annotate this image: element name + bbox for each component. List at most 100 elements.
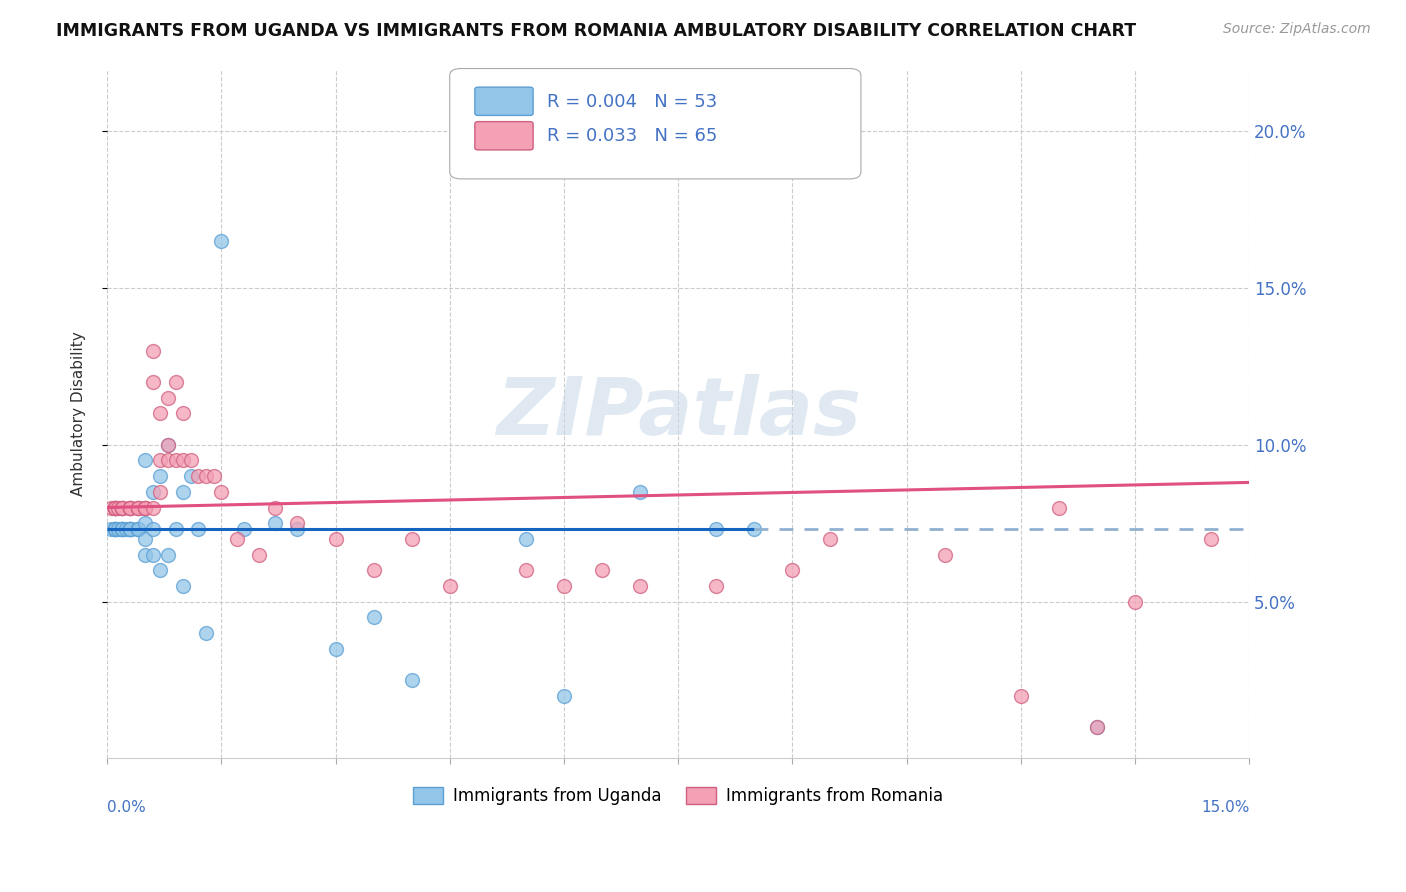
Point (287, 523, 309, 537)
Point (187, 469, 209, 483)
Point (704, 523, 727, 537)
Point (195, 626, 218, 640)
Point (127, 500, 149, 515)
Point (118, 500, 141, 515)
Point (142, 343, 165, 358)
Point (165, 453, 187, 467)
Point (127, 500, 149, 515)
Point (134, 500, 156, 515)
Point (118, 523, 141, 537)
Point (165, 375, 187, 389)
Point (104, 500, 127, 515)
Point (104, 523, 127, 537)
Point (118, 500, 141, 515)
Point (287, 516, 309, 531)
Point (115, 523, 138, 537)
Point (1047, 500, 1070, 515)
Point (142, 523, 165, 537)
Text: IMMIGRANTS FROM UGANDA VS IMMIGRANTS FROM ROMANIA AMBULATORY DISABILITY CORRELAT: IMMIGRANTS FROM UGANDA VS IMMIGRANTS FRO… (56, 22, 1136, 40)
Point (118, 523, 141, 537)
Point (111, 523, 134, 537)
Text: 0.0%: 0.0% (107, 800, 146, 814)
Point (149, 406, 172, 420)
Point (134, 532, 156, 546)
Point (118, 523, 141, 537)
Point (127, 500, 149, 515)
Point (325, 532, 347, 546)
Point (118, 523, 141, 537)
Point (209, 484, 232, 499)
Point (156, 438, 179, 452)
Point (104, 523, 127, 537)
Point (107, 500, 129, 515)
Point (127, 523, 149, 537)
Point (142, 484, 165, 499)
Point (118, 523, 141, 537)
Point (325, 641, 347, 656)
Point (111, 500, 134, 515)
Point (134, 548, 156, 562)
Point (165, 523, 187, 537)
Point (118, 500, 141, 515)
Text: R = 0.033   N = 65: R = 0.033 N = 65 (547, 128, 717, 145)
Point (118, 500, 141, 515)
Point (118, 523, 141, 537)
Legend: Immigrants from Uganda, Immigrants from Romania: Immigrants from Uganda, Immigrants from … (406, 780, 950, 812)
Point (180, 469, 202, 483)
Point (553, 579, 575, 593)
Point (134, 500, 156, 515)
Point (363, 563, 385, 577)
Point (225, 532, 247, 546)
Point (515, 563, 537, 577)
Point (127, 523, 149, 537)
Point (515, 532, 537, 546)
Point (172, 484, 194, 499)
Point (134, 516, 156, 531)
Point (111, 523, 134, 537)
Point (104, 500, 127, 515)
Point (142, 548, 165, 562)
Point (149, 484, 172, 499)
Point (195, 469, 218, 483)
Point (111, 523, 134, 537)
Point (553, 689, 575, 703)
Point (187, 523, 209, 537)
Point (104, 500, 127, 515)
Point (127, 523, 149, 537)
FancyBboxPatch shape (475, 87, 533, 115)
Point (263, 516, 285, 531)
Point (1123, 594, 1146, 608)
Point (111, 523, 134, 537)
Text: Source: ZipAtlas.com: Source: ZipAtlas.com (1223, 22, 1371, 37)
Point (107, 523, 129, 537)
Point (401, 673, 423, 687)
Point (704, 579, 727, 593)
Point (439, 579, 461, 593)
Point (156, 548, 179, 562)
Point (202, 469, 225, 483)
Point (263, 500, 285, 515)
Point (1085, 720, 1108, 734)
Point (172, 453, 194, 467)
Point (104, 500, 127, 515)
Point (1010, 689, 1032, 703)
Point (104, 523, 127, 537)
Point (591, 563, 613, 577)
Point (1085, 720, 1108, 734)
Text: ZIPatlas: ZIPatlas (496, 375, 860, 452)
Point (172, 579, 194, 593)
Point (111, 500, 134, 515)
Point (156, 453, 179, 467)
Point (401, 532, 423, 546)
Point (104, 523, 127, 537)
Point (118, 500, 141, 515)
Point (104, 523, 127, 537)
Point (180, 453, 202, 467)
Point (111, 500, 134, 515)
Text: 15.0%: 15.0% (1201, 800, 1250, 814)
Point (628, 579, 651, 593)
Point (233, 523, 256, 537)
Point (134, 500, 156, 515)
Point (209, 234, 232, 248)
Point (142, 500, 165, 515)
